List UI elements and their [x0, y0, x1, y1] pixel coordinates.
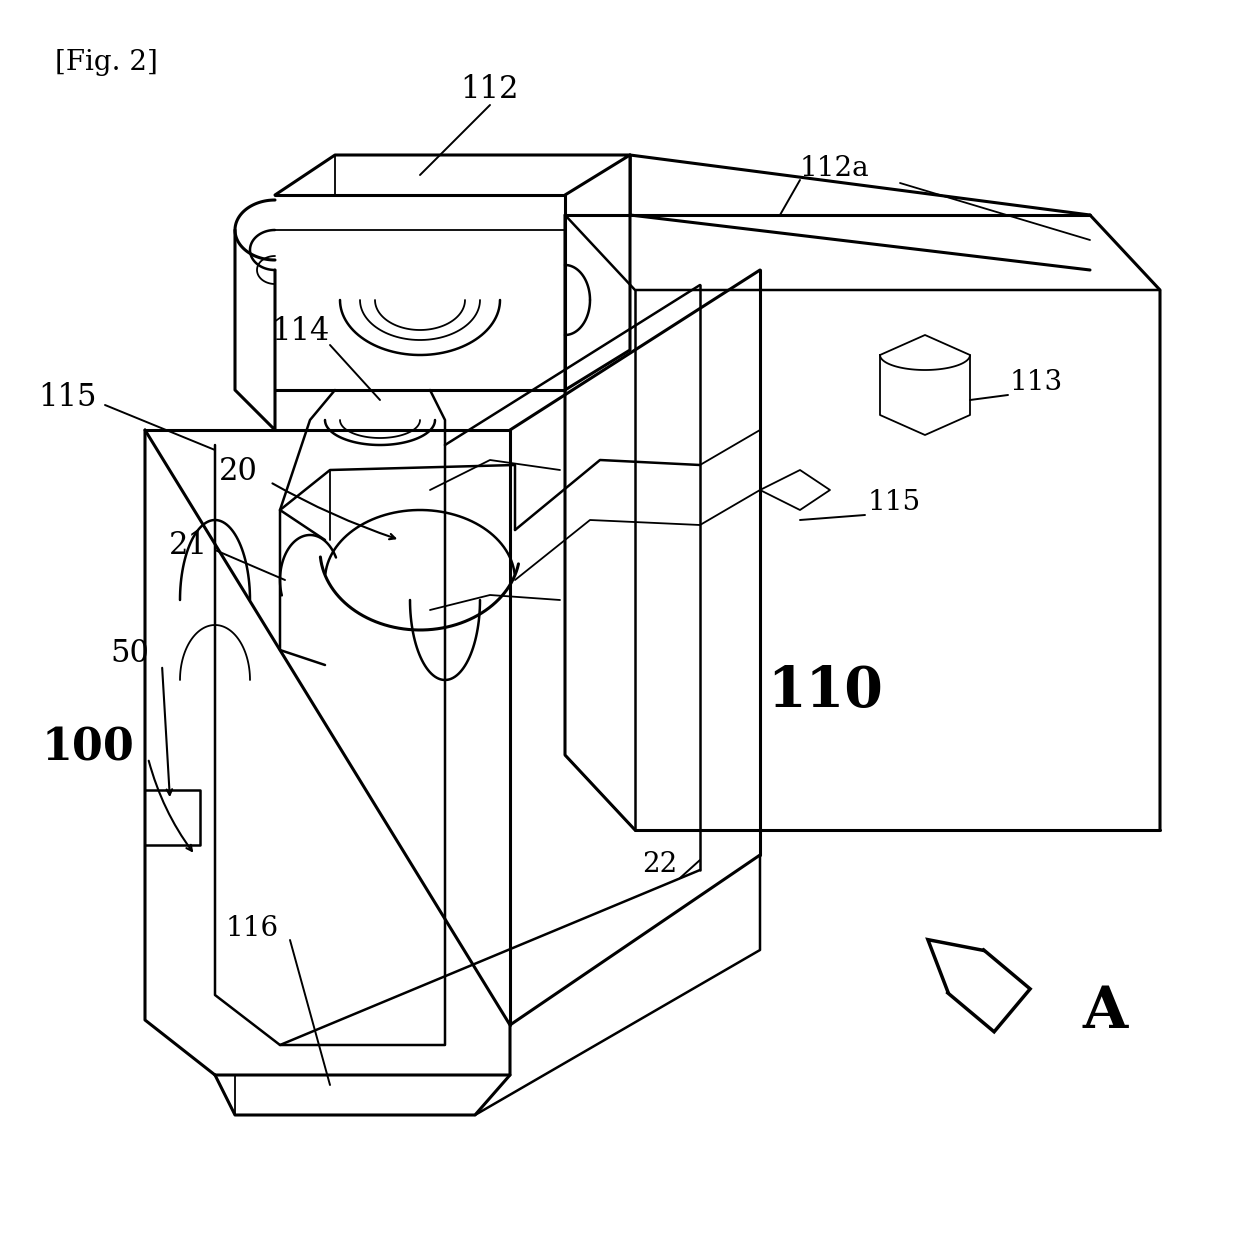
Text: 22: 22	[642, 851, 677, 879]
Text: [Fig. 2]: [Fig. 2]	[55, 49, 157, 75]
Text: 100: 100	[42, 726, 134, 770]
Text: 113: 113	[1011, 369, 1063, 395]
Text: 115: 115	[38, 382, 97, 414]
Text: 115: 115	[868, 489, 921, 517]
Text: A: A	[1083, 984, 1127, 1040]
Text: 112a: 112a	[800, 154, 869, 182]
Text: 114: 114	[270, 316, 329, 347]
Text: 110: 110	[768, 665, 883, 720]
Text: 112: 112	[461, 74, 520, 105]
Text: 116: 116	[226, 914, 279, 942]
Text: 21: 21	[169, 529, 207, 561]
Text: 50: 50	[110, 637, 150, 668]
Text: 20: 20	[218, 456, 258, 488]
